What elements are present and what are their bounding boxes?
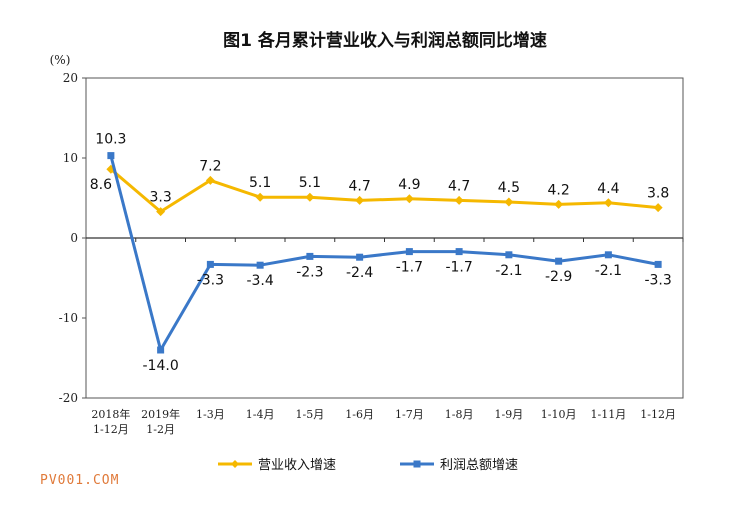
x-tick-label: 1-12月	[93, 423, 129, 436]
data-label: 7.2	[199, 158, 221, 174]
x-tick-label: 2019年	[141, 407, 180, 421]
x-tick-label: 1-5月	[296, 408, 325, 421]
data-label: -2.1	[595, 263, 622, 279]
data-label: 4.7	[348, 178, 370, 194]
data-point	[504, 197, 514, 207]
series-line-1	[109, 155, 659, 352]
legend-marker	[231, 460, 239, 468]
data-label: 5.1	[299, 175, 321, 191]
data-label: -3.3	[644, 272, 671, 288]
data-point	[355, 195, 365, 205]
data-point	[356, 253, 364, 261]
data-label: 5.1	[249, 175, 271, 191]
data-point	[454, 195, 464, 205]
data-point	[653, 203, 663, 213]
series-line-0	[109, 168, 659, 214]
watermark: PV001.COM	[40, 473, 120, 488]
data-label: -2.4	[346, 265, 373, 281]
data-point	[604, 251, 612, 259]
data-label: -2.1	[495, 263, 522, 279]
y-tick-label: -20	[59, 391, 78, 405]
x-tick-label: 1-7月	[395, 408, 424, 421]
x-axis-ticks: 2018年 1-12月 2019年 1-2月 1-3月 1-4月 1-5月 1-6月 1-7月 1…	[91, 238, 684, 436]
y-tick-label: 20	[63, 71, 78, 85]
data-label: 10.3	[95, 132, 126, 148]
x-tick-label: 1-6月	[345, 408, 374, 421]
data-label: -3.3	[197, 272, 224, 288]
legend-label: 利润总额增速	[440, 458, 518, 473]
y-tick-label: 10	[63, 151, 78, 165]
legend: 营业收入增速 利润总额增速	[218, 458, 518, 473]
data-point	[306, 252, 314, 260]
x-tick-label: 1-8月	[445, 408, 474, 421]
data-point	[404, 194, 414, 204]
x-tick-label: 1-2月	[146, 423, 175, 436]
x-tick-label: 1-12月	[640, 408, 676, 421]
data-label: 3.8	[647, 186, 669, 202]
data-point	[555, 257, 563, 265]
x-tick-label: 1-9月	[495, 408, 524, 421]
data-point	[157, 346, 165, 354]
data-label: -3.4	[246, 273, 273, 289]
data-point	[405, 248, 413, 256]
chart-title: 图1 各月累计营业收入与利润总额同比增速	[223, 30, 547, 51]
data-point	[654, 260, 662, 268]
data-point	[255, 192, 265, 202]
x-tick-label: 1-10月	[541, 408, 577, 421]
y-axis-label: (%)	[50, 53, 71, 67]
x-tick-label: 1-11月	[591, 408, 627, 421]
data-label: -2.9	[545, 269, 572, 285]
data-labels: 8.6 3.3 7.2 5.1 5.1 4.7 4.9 4.7 4.5 4.2 4.4 3.8 10.3…	[90, 132, 672, 374]
data-label: -2.3	[296, 264, 323, 280]
data-point	[206, 260, 214, 268]
x-tick-label: 1-4月	[246, 408, 275, 421]
data-point	[305, 192, 315, 202]
data-label: 8.6	[90, 177, 112, 193]
data-point	[505, 251, 513, 259]
data-label: 4.2	[547, 182, 569, 198]
data-label: -1.7	[396, 260, 423, 276]
x-tick-label: 1-3月	[196, 408, 225, 421]
data-label: -14.0	[143, 358, 179, 374]
data-label: 4.9	[398, 177, 420, 193]
legend-label: 营业收入增速	[258, 458, 336, 473]
data-point	[603, 198, 613, 208]
data-label: 4.5	[498, 180, 520, 196]
data-point	[256, 261, 264, 269]
data-point	[455, 248, 463, 256]
data-label: 4.7	[448, 178, 470, 194]
legend-marker	[413, 460, 421, 468]
y-tick-label: -10	[59, 311, 78, 325]
y-axis-ticks: 20 10 0 -10 -20	[59, 71, 86, 405]
data-point	[554, 199, 564, 209]
data-label: 3.3	[149, 190, 171, 206]
data-point	[205, 175, 215, 185]
y-tick-label: 0	[70, 231, 78, 245]
x-tick-label: 2018年	[91, 407, 130, 421]
data-label: 4.4	[597, 181, 619, 197]
data-point	[156, 207, 166, 217]
series-layer	[106, 152, 663, 354]
data-label: -1.7	[445, 260, 472, 276]
data-point	[107, 152, 115, 160]
